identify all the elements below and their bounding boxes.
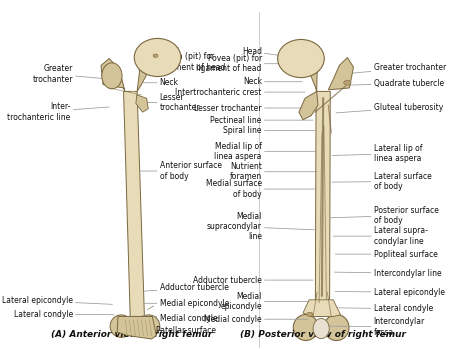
Text: Adductor tubercle: Adductor tubercle <box>144 283 228 292</box>
Ellipse shape <box>137 47 170 74</box>
Text: Greater trochanter: Greater trochanter <box>349 64 446 73</box>
Polygon shape <box>137 49 146 91</box>
Text: Intertrochanteric crest: Intertrochanteric crest <box>175 88 305 97</box>
Text: Medial
epicondyle: Medial epicondyle <box>220 292 309 311</box>
Text: Lateral lip of
linea aspera: Lateral lip of linea aspera <box>332 144 422 163</box>
Polygon shape <box>131 91 139 317</box>
Text: Intercondylar
fossa: Intercondylar fossa <box>329 317 425 336</box>
Ellipse shape <box>344 80 351 85</box>
Ellipse shape <box>110 315 132 337</box>
Ellipse shape <box>307 312 313 317</box>
Text: Greater
trochanter: Greater trochanter <box>32 65 112 84</box>
Text: Pectineal line: Pectineal line <box>210 116 313 125</box>
Ellipse shape <box>102 63 122 89</box>
Polygon shape <box>303 300 340 317</box>
Text: Lesser trochanter: Lesser trochanter <box>194 104 302 112</box>
Text: Lateral condyle: Lateral condyle <box>13 310 114 319</box>
Polygon shape <box>315 91 330 317</box>
Ellipse shape <box>293 314 319 341</box>
Ellipse shape <box>134 38 181 76</box>
Text: Nutrient
foramen: Nutrient foramen <box>229 162 317 181</box>
Text: Fovea (pit) for
ligament of head: Fovea (pit) for ligament of head <box>145 52 225 72</box>
Polygon shape <box>117 317 156 339</box>
Text: Popliteal surface: Popliteal surface <box>335 250 438 259</box>
Text: (A) Anterior view of right femur: (A) Anterior view of right femur <box>51 330 212 339</box>
Text: Medial epicondyle: Medial epicondyle <box>144 299 229 308</box>
Text: Quadrate tubercle: Quadrate tubercle <box>346 79 444 88</box>
Text: Lateral epicondyle: Lateral epicondyle <box>2 296 112 305</box>
Text: Medial condyle: Medial condyle <box>204 315 308 324</box>
Text: Lesser
trochanter: Lesser trochanter <box>145 93 200 112</box>
Text: Lateral supra-
condylar line: Lateral supra- condylar line <box>333 227 428 246</box>
Ellipse shape <box>313 319 329 339</box>
Text: Lateral condyle: Lateral condyle <box>336 304 433 313</box>
Polygon shape <box>124 91 145 317</box>
Text: Medial surface
of body: Medial surface of body <box>206 179 316 199</box>
Ellipse shape <box>153 54 158 58</box>
Text: Spiral line: Spiral line <box>223 126 315 135</box>
Text: Lateral surface
of body: Lateral surface of body <box>332 172 431 191</box>
Text: Medial lip of
linea aspera: Medial lip of linea aspera <box>214 142 316 161</box>
Ellipse shape <box>324 314 349 341</box>
Polygon shape <box>101 59 125 91</box>
Text: Lateral epicondyle: Lateral epicondyle <box>335 288 445 297</box>
Ellipse shape <box>137 315 160 337</box>
Text: Fovea (pit) for
ligament of head: Fovea (pit) for ligament of head <box>196 54 302 73</box>
Ellipse shape <box>278 39 324 77</box>
Text: Intercondylar line: Intercondylar line <box>335 269 441 278</box>
Text: Adductor tubercle: Adductor tubercle <box>193 276 313 284</box>
Polygon shape <box>299 91 318 120</box>
Text: Medial
supracondylar
line: Medial supracondylar line <box>207 211 316 241</box>
Text: Inter-
trochanteric line: Inter- trochanteric line <box>8 103 109 122</box>
Text: (B) Posterior view of right femur: (B) Posterior view of right femur <box>240 330 406 339</box>
Text: Head: Head <box>242 47 302 59</box>
Polygon shape <box>328 58 354 90</box>
Text: Anterior surface
of body: Anterior surface of body <box>141 161 221 181</box>
Polygon shape <box>136 95 148 112</box>
Text: Posterior surface
of body: Posterior surface of body <box>330 206 438 225</box>
Text: Head: Head <box>147 47 180 59</box>
Text: Medial condyle: Medial condyle <box>142 314 217 324</box>
Text: Neck: Neck <box>243 77 302 86</box>
Ellipse shape <box>288 49 322 75</box>
Text: Gluteal tuberosity: Gluteal tuberosity <box>336 103 443 113</box>
Polygon shape <box>311 51 321 91</box>
Text: Patellar surface: Patellar surface <box>135 327 216 335</box>
Text: Neck: Neck <box>144 78 179 87</box>
